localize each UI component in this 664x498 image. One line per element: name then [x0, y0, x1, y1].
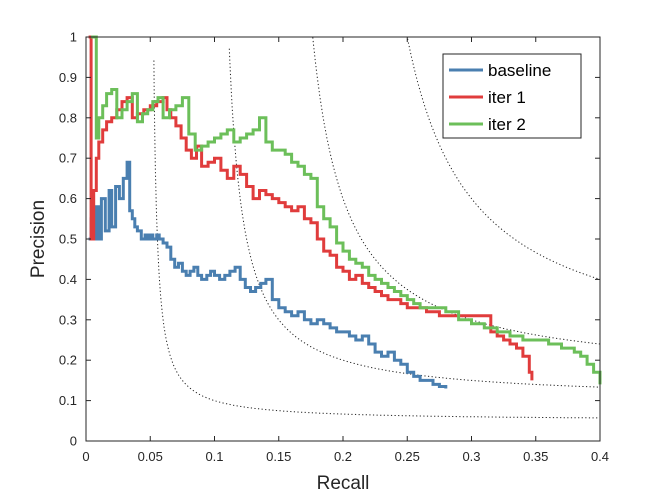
iso-f-contour [312, 37, 601, 345]
y-axis-title: Precision [28, 200, 49, 278]
legend-label: iter 2 [488, 115, 526, 134]
x-tick-label: 0.05 [138, 449, 163, 464]
iso-f-contours [153, 37, 601, 419]
legend: baseline iter 1 iter 2 [442, 53, 582, 139]
x-tick-label: 0.15 [266, 449, 291, 464]
series-line-iter-2 [91, 35, 602, 385]
x-tick-label: 0.3 [462, 449, 480, 464]
iso-f-contour [228, 48, 600, 388]
x-tick-label: 0.2 [334, 449, 352, 464]
y-tick-label: 0.6 [59, 191, 77, 206]
x-tick-label: 0 [82, 449, 89, 464]
legend-label: iter 1 [488, 88, 526, 107]
y-axis-ticks: 0 0.1 0.2 0.3 0.4 0.5 0.6 0.7 0.8 0.9 1 [59, 30, 600, 449]
series-layer [88, 35, 602, 389]
y-tick-label: 0.2 [59, 353, 77, 368]
y-tick-label: 1 [70, 30, 77, 45]
y-tick-label: 0.7 [59, 151, 77, 166]
x-tick-label: 0.4 [591, 449, 609, 464]
y-tick-label: 0.8 [59, 110, 77, 125]
x-axis-ticks: 0 0.05 0.1 0.15 0.2 0.25 0.3 0.35 0.4 [82, 37, 609, 464]
y-tick-label: 0.5 [59, 232, 77, 247]
series-line-baseline [88, 160, 448, 389]
x-tick-label: 0.25 [395, 449, 420, 464]
x-tick-label: 0.35 [523, 449, 548, 464]
y-tick-label: 0.4 [59, 272, 77, 287]
legend-label: baseline [488, 61, 551, 80]
x-tick-label: 0.1 [205, 449, 223, 464]
y-tick-label: 0 [70, 434, 77, 449]
y-tick-label: 0.1 [59, 393, 77, 408]
x-axis-title: Recall [317, 473, 370, 494]
y-tick-label: 0.3 [59, 312, 77, 327]
y-tick-label: 0.9 [59, 70, 77, 85]
